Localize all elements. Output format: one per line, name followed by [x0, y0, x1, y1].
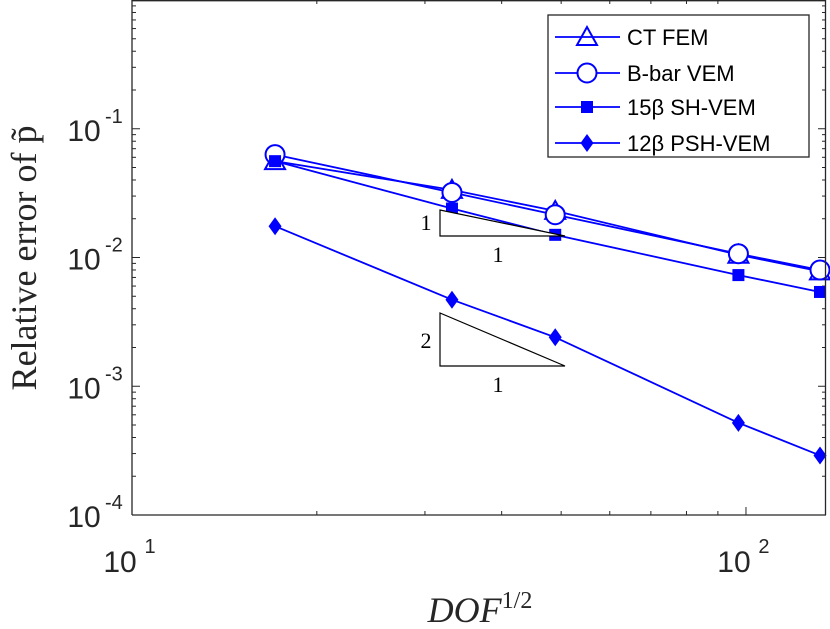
x-tick-exponent: 2	[758, 536, 769, 558]
legend: CT FEM B-bar VEM 15β SH-VEM 12β PSH-VEM	[547, 14, 810, 158]
data-point	[268, 217, 282, 236]
data-point	[544, 204, 566, 226]
data-point	[269, 155, 282, 168]
data-point	[809, 259, 830, 281]
x-tick-label: 10	[103, 546, 136, 579]
slope-run-label-1: 1	[493, 242, 504, 267]
data-point	[445, 290, 459, 309]
x-tick-exponent: 1	[144, 536, 155, 558]
legend-entry: 15β SH-VEM	[555, 95, 756, 120]
y-tick-exponent: -4	[105, 492, 123, 514]
y-tick-label: 10	[67, 115, 100, 148]
data-point	[814, 285, 827, 298]
data-point	[731, 413, 745, 432]
slope-triangle-2: 2 1	[421, 312, 566, 397]
data-point	[727, 243, 749, 265]
x-tick-label: 10	[717, 546, 750, 579]
series-3	[268, 217, 827, 465]
y-axis-label: Relative error of p̃	[4, 126, 44, 391]
legend-marker	[581, 101, 593, 113]
slope-rise-label-2: 2	[421, 328, 432, 353]
legend-marker	[576, 62, 598, 84]
legend-marker	[575, 24, 599, 46]
legend-box	[547, 14, 810, 158]
legend-label: 12β PSH-VEM	[627, 131, 770, 156]
y-tick-label: 10	[67, 244, 100, 277]
slope-triangle-1: 1 1	[421, 209, 566, 267]
slope-run-label-2: 1	[493, 372, 504, 397]
slope-rise-label-1: 1	[421, 210, 432, 235]
legend-label: 15β SH-VEM	[627, 95, 756, 120]
y-tick-label: 10	[67, 372, 100, 405]
y-tick-label: 10	[67, 501, 100, 534]
legend-label: CT FEM	[627, 25, 708, 50]
legend-entry: B-bar VEM	[555, 61, 735, 86]
y-tick-exponent: -1	[105, 106, 123, 128]
axis-ticks: 10 1 10 210 -110 -210 -310 -4	[67, 0, 826, 579]
data-point	[548, 328, 562, 347]
legend-label: B-bar VEM	[627, 61, 735, 86]
y-tick-exponent: -2	[105, 235, 123, 257]
y-tick-exponent: -3	[105, 363, 123, 385]
x-axis-label: DOF1/2	[427, 588, 533, 629]
legend-entry: CT FEM	[555, 24, 708, 50]
data-point	[732, 269, 745, 282]
legend-marker	[580, 134, 594, 152]
data-point	[441, 181, 463, 203]
data-point	[813, 446, 827, 465]
legend-entry: 12β PSH-VEM	[555, 131, 770, 156]
